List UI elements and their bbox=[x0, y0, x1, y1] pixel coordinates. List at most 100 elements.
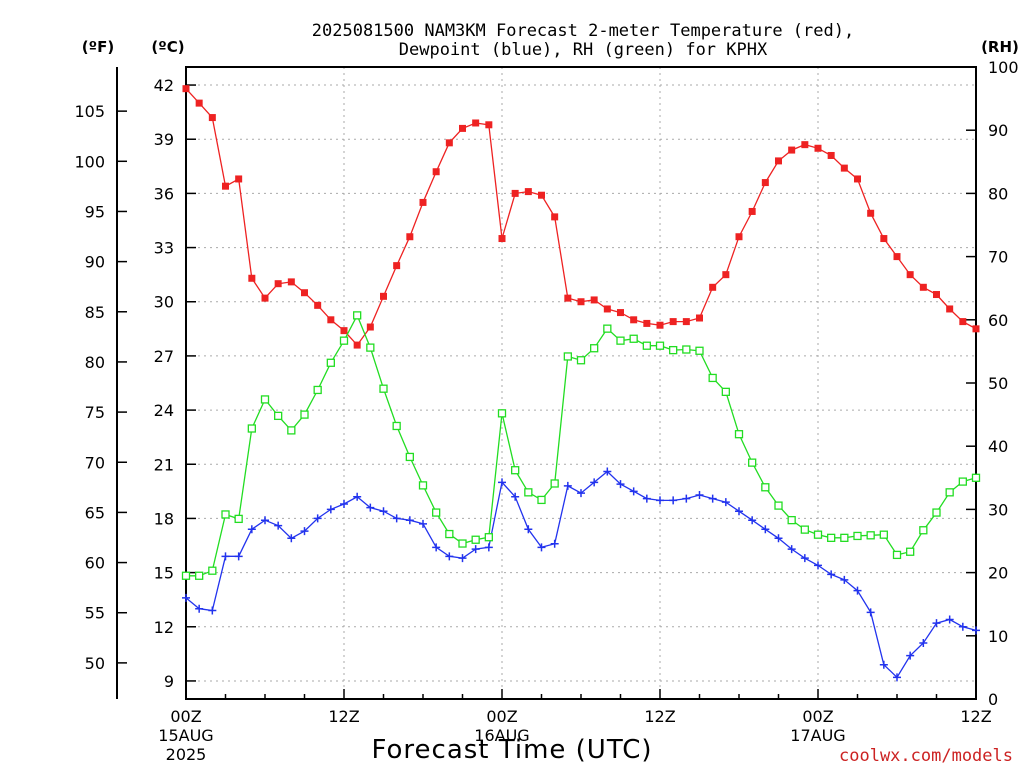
dewpoint-point bbox=[445, 552, 454, 561]
temperature-point bbox=[327, 316, 335, 324]
dewpoint-point bbox=[735, 507, 743, 516]
dewpoint-point bbox=[866, 608, 875, 617]
temperature-point bbox=[867, 209, 875, 217]
dewpoint-point bbox=[893, 673, 901, 682]
temperature-point bbox=[366, 323, 374, 331]
temperature-point bbox=[709, 283, 717, 291]
rh-point bbox=[405, 452, 414, 462]
dewpoint-point bbox=[458, 554, 467, 563]
rh-point bbox=[945, 488, 954, 497]
dewpoint-point bbox=[629, 487, 638, 496]
celsius-tick-label: 12 bbox=[154, 618, 174, 637]
dewpoint-point bbox=[353, 492, 362, 501]
celsius-tick-label: 24 bbox=[154, 401, 174, 420]
celsius-tick-label: 21 bbox=[154, 455, 174, 474]
dewpoint-point bbox=[642, 494, 651, 503]
dewpoint-line bbox=[185, 470, 977, 679]
rh-point bbox=[879, 530, 888, 539]
x-tick-label: 12Z bbox=[328, 707, 359, 726]
temperature-point bbox=[788, 146, 796, 154]
celsius-tick-label: 15 bbox=[154, 564, 174, 583]
temperature-point bbox=[208, 114, 216, 122]
rh-point bbox=[287, 426, 296, 435]
rh-point bbox=[181, 571, 191, 580]
temperature-point bbox=[287, 278, 295, 286]
dewpoint-point bbox=[616, 480, 625, 489]
temperature-point bbox=[459, 124, 466, 132]
rh-point bbox=[274, 411, 283, 421]
x-date-label: 16AUG bbox=[474, 726, 529, 745]
dewpoint-point bbox=[419, 519, 427, 528]
rh-point bbox=[919, 526, 928, 535]
dewpoint-point bbox=[405, 516, 414, 525]
temperature-point bbox=[274, 280, 282, 288]
rh-point bbox=[511, 466, 520, 475]
temperature-point bbox=[261, 294, 269, 302]
x-axis-title: Forecast Time (UTC) bbox=[371, 735, 652, 765]
fahrenheit-tick-label: 75 bbox=[85, 403, 105, 422]
celsius-unit-label: (ºC) bbox=[151, 38, 184, 56]
series-layer bbox=[181, 85, 981, 682]
temperature-point bbox=[472, 119, 480, 127]
temperature-point bbox=[722, 271, 730, 279]
temperature-point bbox=[933, 291, 940, 299]
temperature-point bbox=[696, 314, 703, 322]
temperature-point bbox=[735, 233, 743, 241]
dewpoint-series bbox=[182, 467, 980, 682]
dewpoint-point bbox=[550, 539, 559, 548]
dewpoint-point bbox=[537, 543, 546, 552]
x-date-label: 15AUG bbox=[158, 726, 213, 745]
dewpoint-point bbox=[392, 514, 401, 523]
rh-point bbox=[563, 352, 572, 361]
temperature-point bbox=[682, 318, 690, 326]
dewpoint-point bbox=[721, 498, 730, 507]
rh-point bbox=[458, 539, 467, 548]
temperature-point bbox=[445, 139, 453, 147]
temperature-point bbox=[880, 235, 888, 243]
rh-point bbox=[445, 529, 454, 539]
dewpoint-point bbox=[511, 492, 520, 501]
temperature-point bbox=[630, 316, 638, 324]
dewpoint-point bbox=[221, 552, 230, 561]
rh-point bbox=[234, 514, 243, 524]
temperature-point bbox=[577, 298, 585, 306]
axes: 9 12 15 18 21 24 27 30 33 36 39 42 50 55 60 65 70 75 80 85 9… bbox=[74, 58, 1018, 764]
rh-point bbox=[208, 566, 217, 575]
dewpoint-point bbox=[656, 496, 664, 505]
temperature-point bbox=[485, 121, 493, 129]
temperature-point bbox=[590, 296, 598, 304]
fahrenheit-tick-label: 80 bbox=[85, 353, 105, 372]
rh-point bbox=[616, 336, 625, 345]
dewpoint-point bbox=[590, 478, 599, 487]
dewpoint-point bbox=[958, 622, 967, 631]
temperature-point bbox=[393, 262, 401, 270]
rh-point bbox=[748, 458, 757, 467]
rh-tick-label: 50 bbox=[988, 374, 1008, 393]
rh-point bbox=[642, 341, 651, 350]
rh-point bbox=[892, 550, 902, 560]
grid-lines bbox=[185, 67, 977, 699]
rh-point bbox=[590, 344, 599, 353]
dewpoint-point bbox=[247, 525, 256, 534]
celsius-tick-label: 39 bbox=[154, 130, 174, 149]
rh-point bbox=[774, 501, 783, 510]
temperature-point bbox=[669, 318, 677, 326]
rh-tick-label: 30 bbox=[988, 500, 1008, 519]
dewpoint-point bbox=[326, 505, 335, 514]
x-tick-label: 00Z bbox=[170, 707, 201, 726]
temperature-point bbox=[919, 283, 927, 291]
rh-point bbox=[339, 336, 349, 345]
rh-tick-label: 80 bbox=[988, 184, 1008, 203]
dewpoint-point bbox=[919, 639, 928, 648]
rh-point bbox=[524, 488, 533, 497]
rh-point bbox=[761, 483, 770, 492]
rh-point bbox=[221, 510, 230, 519]
temperature-point bbox=[314, 301, 322, 309]
rh-point bbox=[669, 345, 678, 355]
rh-point bbox=[787, 515, 796, 525]
dewpoint-point bbox=[340, 499, 348, 508]
dewpoint-point bbox=[484, 543, 493, 552]
temperature-point bbox=[603, 305, 611, 313]
temperature-point bbox=[551, 213, 559, 221]
rh-tick-label: 90 bbox=[988, 121, 1008, 140]
